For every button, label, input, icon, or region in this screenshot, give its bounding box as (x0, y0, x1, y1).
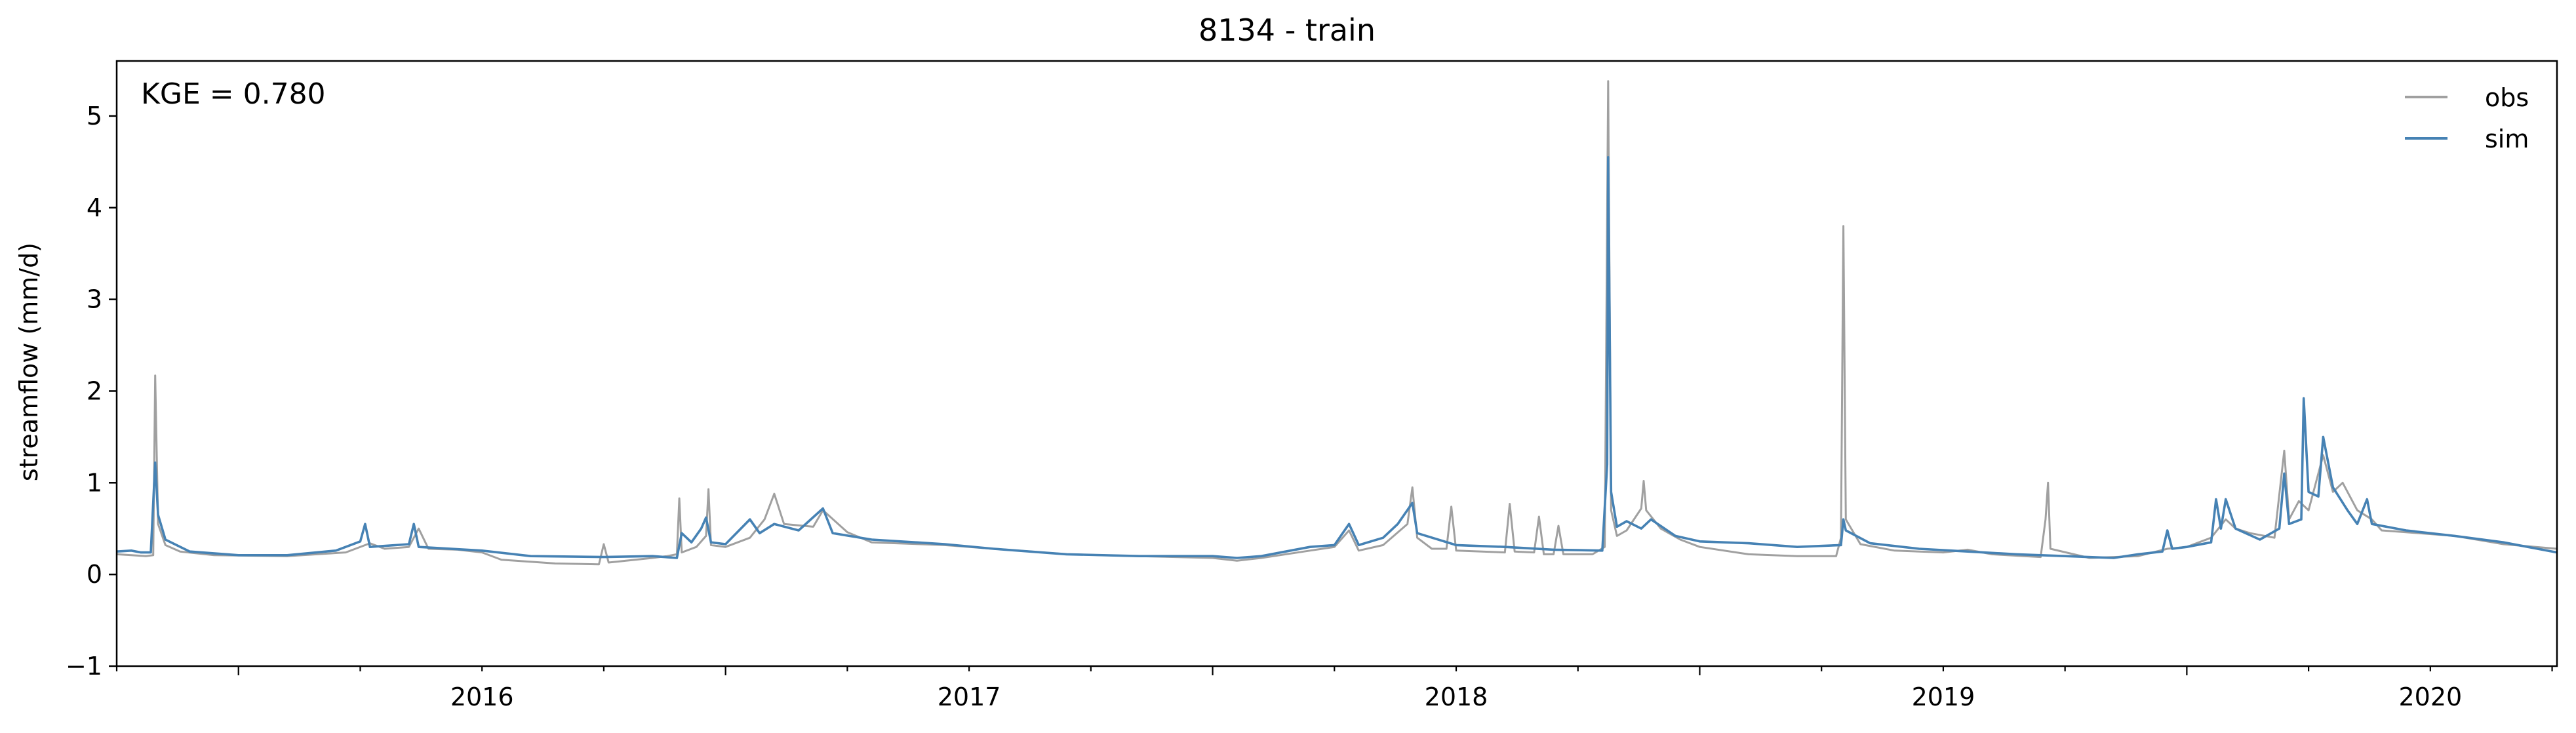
y-axis: −1 0 1 2 3 4 5 (66, 102, 117, 681)
series-line-sim (116, 156, 2558, 559)
legend-sim-label: sim (2485, 125, 2529, 153)
y-tick-label: 4 (87, 193, 102, 222)
x-tick-label: 2016 (450, 683, 514, 711)
x-tick-label: 2019 (1912, 683, 1975, 711)
legend: obs sim (2405, 83, 2529, 153)
axes-frame (115, 60, 2558, 667)
x-tick-label: 2020 (2398, 683, 2462, 711)
legend-obs-label: obs (2485, 83, 2529, 112)
x-tick-label: 2018 (1425, 683, 1488, 711)
y-tick-label: 2 (87, 376, 102, 405)
x-tick-label: 2017 (938, 683, 1001, 711)
y-tick-label: 1 (87, 468, 102, 497)
plot-area (115, 60, 2558, 667)
y-tick-label: 5 (87, 102, 102, 130)
kge-annotation: KGE = 0.780 (141, 77, 326, 111)
y-tick-label: 0 (87, 560, 102, 589)
y-axis-label: streamflow (mm/d) (14, 243, 43, 481)
y-tick-label: 3 (87, 285, 102, 314)
x-axis: 2016 2017 2018 2019 2020 (115, 666, 2553, 711)
y-tick-label: −1 (66, 652, 102, 681)
chart-title: 8134 - train (1199, 12, 1376, 48)
